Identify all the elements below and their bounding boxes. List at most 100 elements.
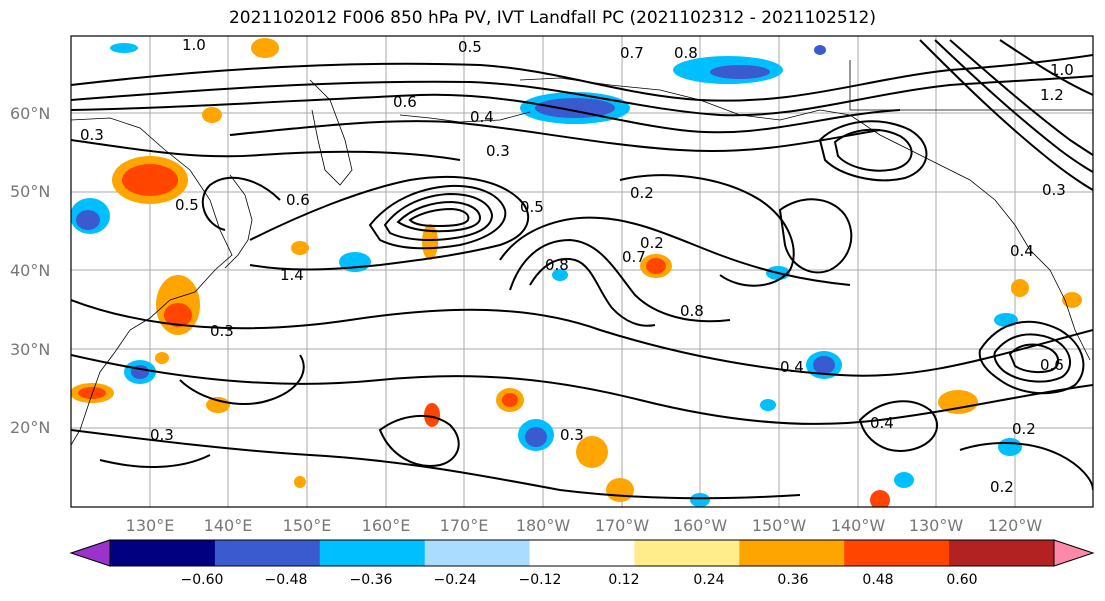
contour-line bbox=[71, 354, 1093, 425]
anomaly-blob bbox=[994, 313, 1018, 327]
map-content: 0.5 0.7 0.8 1.0 0.3 0.4 0.6 0.2 1.2 1.4 0.5 0.3 0.6 0… bbox=[71, 36, 1093, 507]
anomaly-blob bbox=[294, 476, 306, 488]
lon-label: 120°W bbox=[987, 516, 1043, 535]
contour-line bbox=[509, 238, 731, 323]
contour-labels: 0.5 0.7 0.8 1.0 0.3 0.4 0.6 0.2 1.2 1.4 0.5 0.3 0.6 0… bbox=[80, 36, 1074, 496]
contour-line bbox=[999, 39, 1093, 96]
anomaly-blob bbox=[606, 478, 634, 502]
contour-line bbox=[499, 216, 851, 286]
contour-label: 0.6 bbox=[393, 93, 417, 111]
anomaly-blob bbox=[202, 107, 222, 123]
colorbar-tick-label: −0.36 bbox=[349, 572, 393, 588]
anomaly-blob bbox=[424, 403, 440, 427]
anomaly-blob bbox=[646, 258, 666, 274]
contour-label: 0.3 bbox=[560, 426, 584, 444]
pv-contours bbox=[71, 39, 1093, 500]
contour-line bbox=[71, 139, 461, 161]
contour-label: 0.5 bbox=[175, 196, 199, 214]
lon-label: 170°W bbox=[594, 516, 650, 535]
contour-label: 0.2 bbox=[630, 184, 654, 202]
colorbar-segment bbox=[739, 540, 845, 566]
contour-line bbox=[378, 414, 460, 467]
anomaly-blob bbox=[894, 472, 914, 488]
colorbar-segments bbox=[110, 540, 1055, 566]
contour-label: 0.4 bbox=[780, 358, 804, 376]
colorbar-segment bbox=[110, 540, 216, 566]
colorbar-tick-label: −0.48 bbox=[264, 572, 308, 588]
colorbar-tick-label: 0.48 bbox=[862, 572, 894, 588]
contour-line bbox=[229, 120, 881, 152]
contour-line bbox=[396, 200, 482, 233]
anomaly-blob bbox=[760, 399, 776, 411]
contour-line bbox=[408, 207, 470, 228]
contour-line bbox=[179, 354, 305, 405]
anomaly-blob bbox=[110, 43, 138, 53]
lon-label: 180°W bbox=[515, 516, 571, 535]
lon-label: 170°E bbox=[439, 516, 489, 535]
colorbar-tick-label: 0.36 bbox=[777, 572, 809, 588]
colorbar-tick-label: 0.60 bbox=[946, 572, 978, 588]
colorbar-tick-label: −0.60 bbox=[180, 572, 224, 588]
lat-label: 20°N bbox=[10, 418, 51, 437]
contour-line bbox=[858, 400, 939, 452]
map-frame bbox=[70, 35, 1094, 508]
contour-label: 0.3 bbox=[150, 426, 174, 444]
contour-line bbox=[71, 54, 1093, 102]
anomaly-blob bbox=[422, 224, 438, 260]
lon-label: 140°E bbox=[203, 516, 253, 535]
contour-line bbox=[71, 429, 801, 500]
lon-label: 150°E bbox=[282, 516, 332, 535]
lat-label: 60°N bbox=[10, 104, 51, 123]
contour-line bbox=[978, 320, 1085, 395]
contour-label: 0.2 bbox=[640, 234, 664, 252]
anomaly-blob bbox=[502, 393, 518, 407]
lat-label: 30°N bbox=[10, 340, 51, 359]
anomaly-blob bbox=[938, 390, 978, 414]
coastline-asia bbox=[71, 117, 233, 446]
contour-line bbox=[201, 176, 281, 231]
coastline-kamchatka bbox=[309, 79, 353, 186]
lon-label: 130°W bbox=[908, 516, 964, 535]
anomaly-blob bbox=[813, 356, 835, 374]
contour-line bbox=[249, 175, 530, 271]
anomaly-blob bbox=[155, 352, 169, 364]
anomaly-blob bbox=[690, 493, 710, 507]
contour-label: 0.3 bbox=[80, 126, 104, 144]
colorbar-segment bbox=[214, 540, 321, 566]
anomaly-blob bbox=[525, 427, 547, 447]
contour-label: 0.6 bbox=[1040, 356, 1064, 374]
contour-label: 1.2 bbox=[1040, 86, 1064, 104]
lon-label: 150°W bbox=[751, 516, 807, 535]
map-title: 2021102012 F006 850 hPa PV, IVT Landfall… bbox=[228, 8, 876, 28]
colorbar-tick-label: −0.12 bbox=[518, 572, 562, 588]
contour-label: 0.2 bbox=[990, 478, 1014, 496]
colorbar-extend-left bbox=[69, 539, 111, 567]
contour-line bbox=[934, 39, 1093, 173]
colorbar-tick-label: 0.12 bbox=[608, 572, 640, 588]
coastline-japan bbox=[224, 174, 253, 269]
lat-label: 40°N bbox=[10, 261, 51, 280]
colorbar-segment bbox=[949, 540, 1055, 566]
contour-label: 0.8 bbox=[674, 44, 698, 62]
contour-label: 0.3 bbox=[486, 142, 510, 160]
contour-label: 0.4 bbox=[470, 108, 494, 126]
contour-line bbox=[959, 442, 1093, 491]
shading bbox=[71, 38, 1082, 507]
anomaly-blob bbox=[164, 303, 192, 327]
lat-label: 50°N bbox=[10, 182, 51, 201]
lon-label: 140°W bbox=[830, 516, 886, 535]
contour-line bbox=[71, 299, 1093, 377]
anomaly-blob bbox=[998, 438, 1022, 456]
contour-label: 1.0 bbox=[1050, 61, 1074, 79]
colorbar-segment bbox=[634, 540, 740, 566]
colorbar-segment bbox=[319, 540, 426, 566]
anomaly-blob bbox=[1011, 279, 1029, 297]
contour-line bbox=[383, 192, 494, 242]
contour-label: 1.4 bbox=[280, 266, 304, 284]
contour-line bbox=[833, 128, 913, 172]
colorbar bbox=[69, 539, 1095, 567]
contour-label: 0.2 bbox=[1012, 420, 1036, 438]
contour-line bbox=[919, 39, 1093, 191]
anomaly-blob bbox=[552, 269, 568, 281]
